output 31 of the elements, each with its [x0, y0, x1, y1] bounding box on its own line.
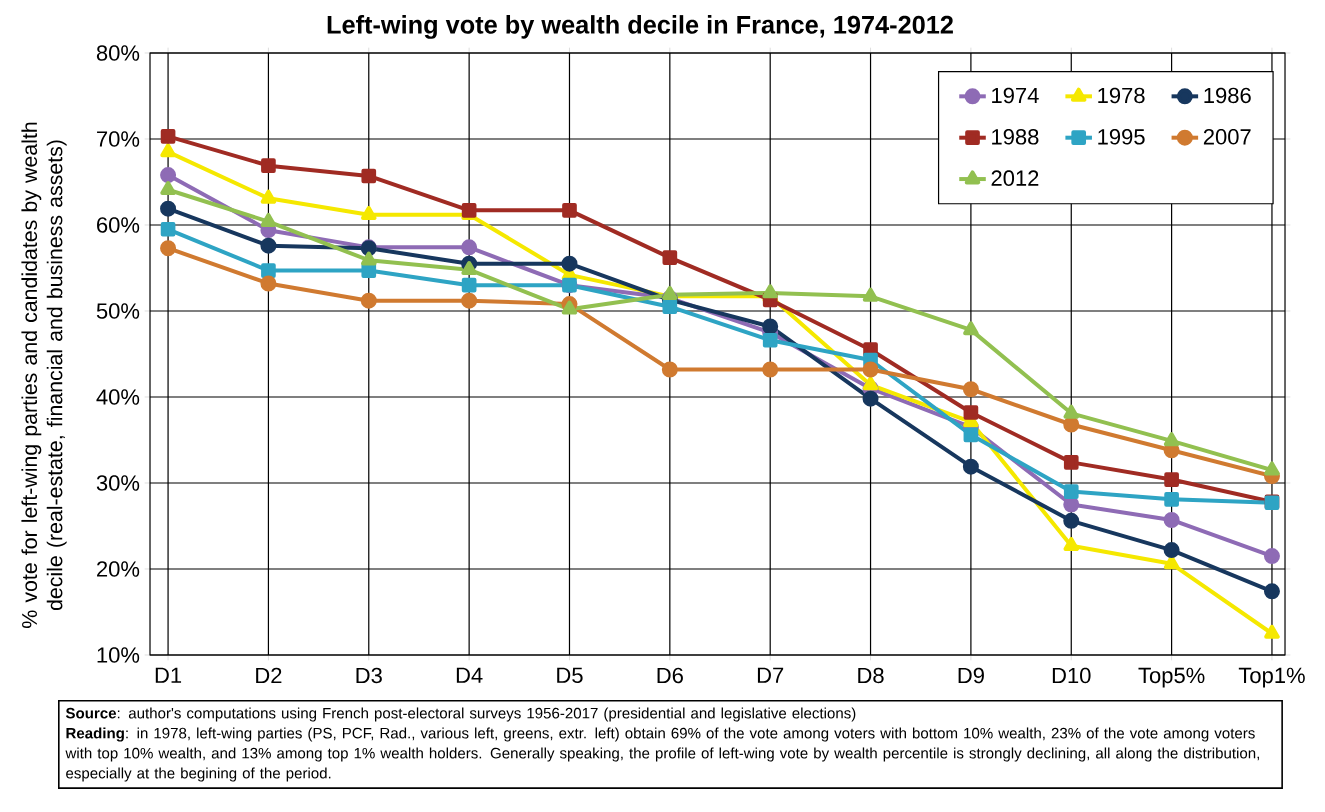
y-tick-label: 20% [97, 561, 140, 577]
legend-label: 2012 [991, 170, 1039, 186]
text: Reading: in 1978, left-wing parties (PS, PCF, Rad., various left, greens, extr. left) obtain 69% of the vote among voters with bottom 10% wealth, 23% of the vote among voters with top 10% wealth, and 13% among top 1% wealth holders. Generally speaking, the profile of left-wing vote by wealth percentile is strongly declining, all along the distribution, especially at the begining of the period. [65, 727, 1259, 782]
x-tick-label: D7 [757, 667, 784, 683]
legend-label: 1974 [992, 87, 1039, 104]
x-tick-label: D3 [356, 667, 382, 684]
x-tick-label: D8 [858, 667, 884, 684]
x-tick-label: Top5% [1138, 667, 1205, 688]
legend-label: 1995 [1098, 129, 1145, 145]
y-axis-title: % vote for left-wing parties and candidates by wealth decile (real-estate, financial and business assets) [21, 122, 67, 628]
legend-label: 2007 [1203, 129, 1251, 145]
legend-label: 1986 [1204, 87, 1251, 104]
legend-label: 1978 [1098, 87, 1145, 104]
x-tick-label: D6 [657, 667, 683, 684]
x-tick-label: Top1% [1238, 667, 1305, 688]
y-tick-label: 30% [96, 475, 140, 491]
y-tick-label: 70% [97, 131, 140, 147]
x-tick-label: D1 [155, 667, 182, 683]
chart-title: Left-wing vote by wealth decile in France, 1974-2012 [327, 15, 953, 39]
x-tick-label: D4 [456, 667, 483, 683]
y-tick-label: 60% [97, 217, 140, 233]
text: Source: author's computations using French post-electoral surveys 1956-2017 (presidential and legislative elections) [65, 707, 856, 722]
x-tick-label: D9 [958, 667, 984, 684]
x-tick-label: D5 [557, 667, 583, 684]
y-tick-label: 40% [96, 389, 140, 405]
y-tick-label: 50% [96, 303, 140, 319]
y-tick-label: 80% [96, 45, 140, 61]
x-tick-label: D2 [256, 667, 282, 684]
x-tick-label: D10 [1052, 667, 1091, 684]
legend-label: 1988 [992, 129, 1039, 145]
y-tick-label: 10% [97, 647, 140, 663]
